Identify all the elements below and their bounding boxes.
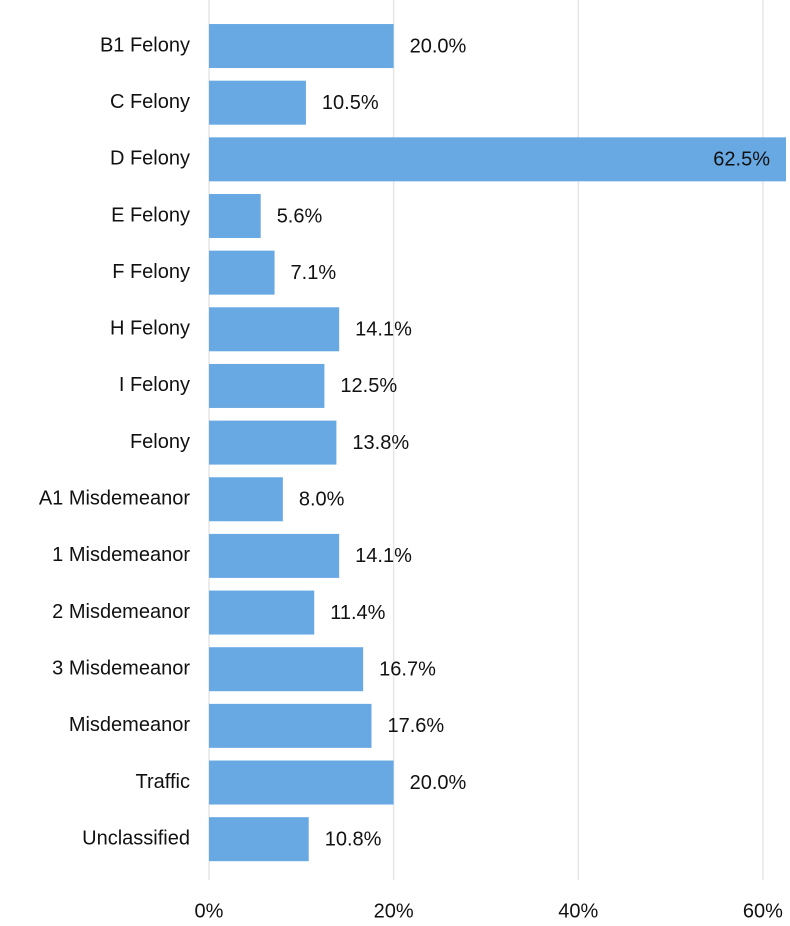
y-tick-label: Misdemeanor [69, 714, 191, 736]
value-label: 10.8% [325, 828, 382, 850]
bar [209, 533, 340, 578]
x-tick-label: 0% [195, 900, 224, 922]
y-tick-label: A1 Misdemeanor [39, 488, 191, 510]
y-tick-label: E Felony [111, 204, 190, 226]
y-tick-label: D Felony [110, 148, 190, 170]
y-tick-label: 2 Misdemeanor [52, 601, 190, 623]
value-label: 62.5% [713, 149, 770, 171]
value-label: 17.6% [387, 715, 444, 737]
y-tick-label: Felony [130, 431, 190, 453]
bar [209, 817, 309, 862]
y-tick-label: I Felony [119, 374, 190, 396]
bar [209, 137, 786, 182]
y-tick-label: H Felony [110, 318, 190, 340]
value-label: 14.1% [355, 545, 412, 567]
x-tick-label: 20% [374, 900, 414, 922]
x-tick-label: 60% [743, 900, 783, 922]
y-tick-label: 3 Misdemeanor [52, 657, 190, 679]
value-label: 14.1% [355, 319, 412, 341]
bar [209, 703, 372, 748]
y-tick-label: Traffic [136, 771, 190, 793]
value-label: 10.5% [322, 92, 379, 114]
y-tick-label: C Felony [110, 91, 190, 113]
bar [209, 590, 315, 635]
y-tick-label: 1 Misdemeanor [52, 544, 190, 566]
value-label: 5.6% [277, 205, 323, 227]
x-tick-label: 40% [558, 900, 598, 922]
value-label: 8.0% [299, 489, 345, 511]
bar [209, 24, 394, 69]
bar [209, 477, 283, 522]
bar [209, 760, 394, 805]
value-label: 7.1% [291, 262, 337, 284]
bar [209, 250, 275, 295]
bar [209, 80, 306, 125]
bar [209, 420, 337, 465]
value-label: 13.8% [352, 432, 409, 454]
bar [209, 363, 325, 408]
value-label: 20.0% [410, 35, 467, 57]
bar [209, 307, 340, 352]
value-label: 20.0% [410, 772, 467, 794]
value-label: 16.7% [379, 658, 436, 680]
y-tick-label: F Felony [112, 261, 190, 283]
bar [209, 647, 364, 692]
value-label: 12.5% [340, 375, 397, 397]
value-label: 11.4% [330, 602, 385, 624]
bar [209, 193, 261, 238]
y-tick-label: Unclassified [82, 827, 190, 849]
y-tick-label: B1 Felony [100, 34, 190, 56]
